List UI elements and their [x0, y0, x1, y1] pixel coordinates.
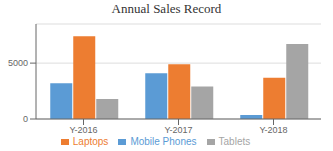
svg-text:Y-2017: Y-2017: [164, 125, 192, 135]
html-text:Annual Sales Record: Annual Sales Record: [111, 1, 222, 16]
html-text:Laptops: Laptops: [72, 136, 109, 147]
svg-text:Y-2016: Y-2016: [69, 125, 97, 135]
html-text:Tablets: Tablets: [218, 136, 251, 147]
svg-text:Y-2018: Y-2018: [259, 125, 287, 135]
svg-text:5000: 5000: [8, 58, 28, 68]
html-text:Mobile Phones: Mobile Phones: [130, 136, 197, 147]
svg-text:0: 0: [23, 114, 28, 124]
